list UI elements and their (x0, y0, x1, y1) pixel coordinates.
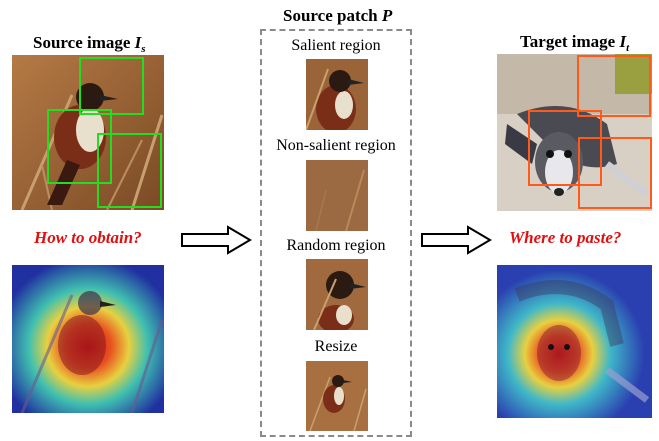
random-region-patch (306, 259, 368, 330)
target-dog-image (497, 54, 652, 211)
target-box-3 (578, 137, 652, 209)
source-box-2 (47, 109, 112, 184)
source-bird-image (12, 55, 164, 210)
resize-label: Resize (314, 338, 358, 355)
resize-patch (306, 361, 368, 431)
where-to-paste-text: Where to paste? (509, 228, 622, 247)
target-box-2 (528, 110, 602, 186)
non-salient-region-label: Non-salient region (276, 137, 396, 154)
source-patch-panel (260, 29, 412, 437)
target-box-1 (577, 55, 651, 117)
salient-region-patch (306, 59, 368, 130)
target-saliency-heatmap (497, 265, 652, 418)
source-box-3 (97, 133, 162, 208)
source-box-1 (79, 57, 144, 115)
random-region-label: Random region (286, 237, 386, 254)
source-saliency-heatmap (12, 265, 164, 413)
target-image-title: Target image It (520, 32, 630, 54)
arrow-right-icon (421, 225, 492, 255)
salient-region-label: Salient region (291, 37, 381, 54)
source-image-title: Source image Is (33, 33, 146, 55)
how-to-obtain-text: How to obtain? (34, 228, 142, 247)
source-patch-title: Source patch P (283, 6, 393, 25)
arrow-right-icon (181, 225, 252, 255)
non-salient-region-patch (306, 160, 368, 231)
